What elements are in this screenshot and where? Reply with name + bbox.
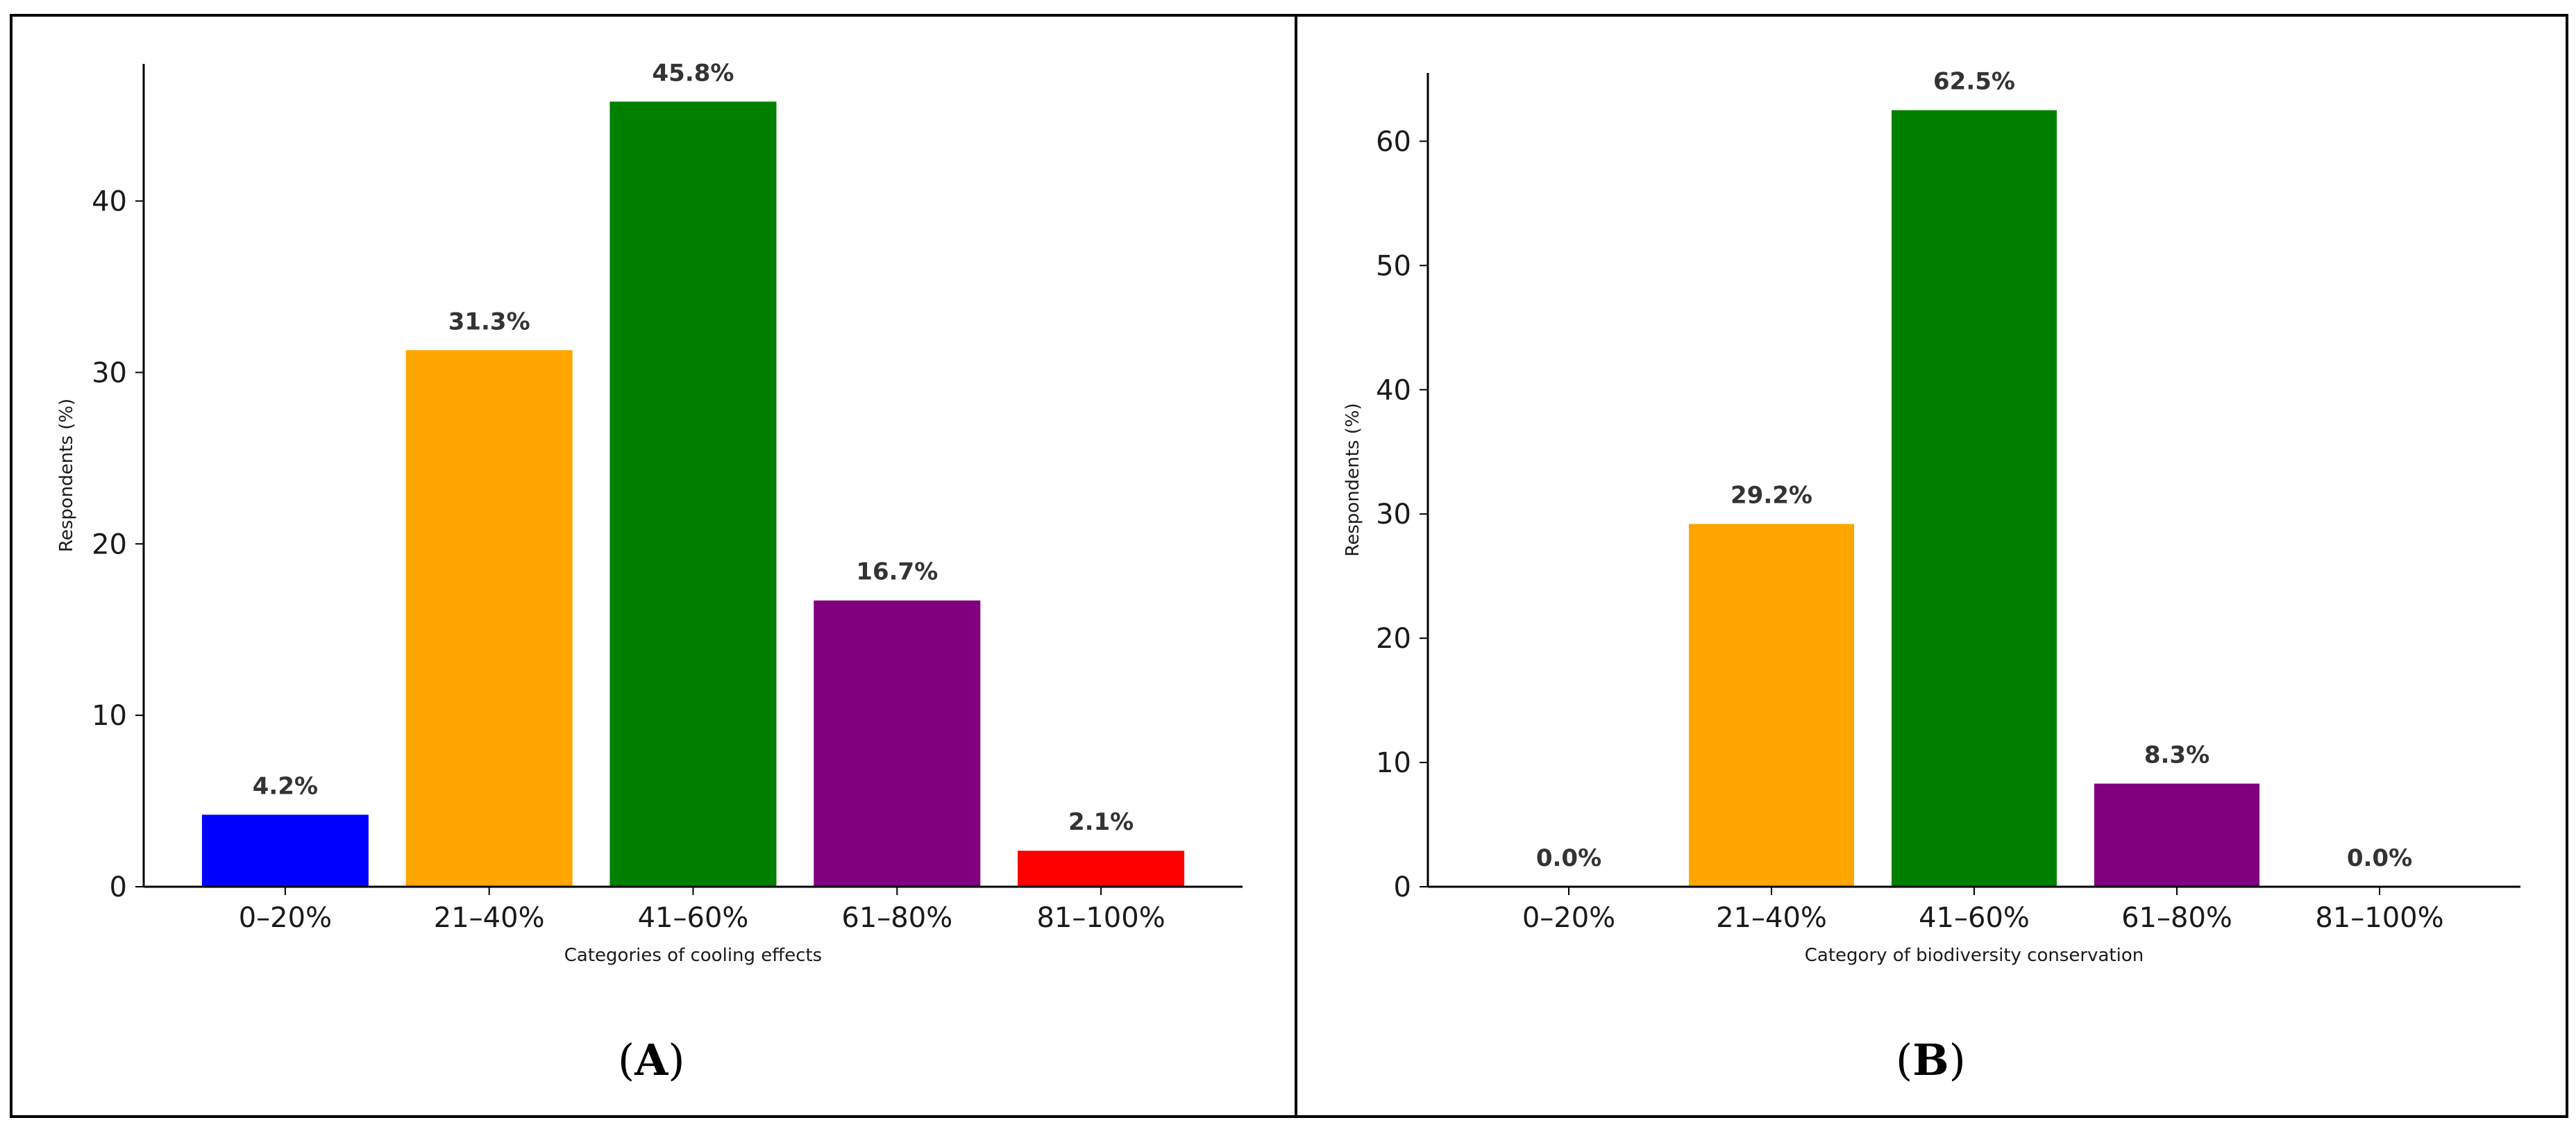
- x-axis-title: Category of biodiversity conservation: [1805, 945, 2144, 966]
- figure-frame: [10, 14, 2568, 1118]
- y-tick-label: 60: [1376, 126, 1411, 158]
- bar-2: [1689, 524, 1854, 887]
- panel-a-label: (A): [618, 1035, 685, 1085]
- x-tick-label: 61–80%: [841, 902, 952, 934]
- y-tick-label: 0: [110, 871, 127, 903]
- x-tick-label: 41–60%: [1919, 902, 2030, 934]
- x-tick-label: 61–80%: [2121, 902, 2232, 934]
- data-label: 62.5%: [1933, 68, 2015, 96]
- data-label: 0.0%: [1536, 844, 1601, 872]
- data-label: 16.7%: [856, 558, 938, 586]
- y-axis-title: Respondents (%): [56, 399, 77, 552]
- x-tick-label: 81–100%: [1036, 902, 1165, 934]
- y-tick-label: 50: [1376, 250, 1411, 282]
- bar-5: [1018, 851, 1185, 887]
- panel-divider: [1295, 14, 1297, 1118]
- y-tick-label: 20: [92, 528, 127, 560]
- bar-4: [814, 600, 981, 887]
- chart-a: 4.2% 0–20% 31.3% 21–40% 45.8% 41–60% 16.7% 61–8…: [56, 59, 1243, 966]
- y-tick-label: 40: [92, 186, 127, 218]
- x-tick-label: 41–60%: [638, 902, 749, 934]
- panel-a: 4.2% 0–20% 31.3% 21–40% 45.8% 41–60% 16.7% 61–8…: [10, 14, 1297, 1118]
- y-tick-label: 10: [92, 700, 127, 732]
- x-tick-label: 81–100%: [2315, 902, 2443, 934]
- bar-3: [609, 101, 777, 887]
- y-tick-label: 20: [1376, 623, 1411, 655]
- y-tick-label: 40: [1376, 374, 1411, 406]
- y-axis-title: Respondents (%): [1342, 403, 1363, 556]
- bar-2: [405, 350, 573, 887]
- y-tick-label: 0: [1394, 871, 1411, 903]
- data-label: 29.2%: [1731, 482, 1812, 510]
- data-label: 0.0%: [2347, 844, 2412, 872]
- bar-3: [1892, 110, 2057, 887]
- y-tick-label: 30: [1376, 499, 1411, 531]
- x-tick-label: 21–40%: [434, 902, 545, 934]
- data-label: 45.8%: [653, 59, 734, 87]
- y-tick-label: 10: [1376, 747, 1411, 779]
- panel-b-label: (B): [1896, 1035, 1966, 1085]
- data-label: 8.3%: [2144, 741, 2209, 769]
- x-tick-label: 0–20%: [1522, 902, 1615, 934]
- y-tick-label: 30: [92, 357, 127, 389]
- x-axis-title: Categories of cooling effects: [564, 945, 822, 966]
- bar-1: [201, 815, 369, 887]
- chart-b: 0.0% 0–20% 29.2% 21–40% 62.5% 41–60% 8.3% 61–80…: [1342, 68, 2520, 966]
- data-label: 4.2%: [253, 772, 318, 800]
- bar-4: [2094, 783, 2259, 887]
- panel-b: 0.0% 0–20% 29.2% 21–40% 62.5% 41–60% 8.3% 61–80…: [1297, 14, 2568, 1118]
- x-tick-label: 0–20%: [239, 902, 332, 934]
- data-label: 2.1%: [1068, 808, 1134, 836]
- data-label: 31.3%: [448, 308, 530, 335]
- x-tick-label: 21–40%: [1716, 902, 1827, 934]
